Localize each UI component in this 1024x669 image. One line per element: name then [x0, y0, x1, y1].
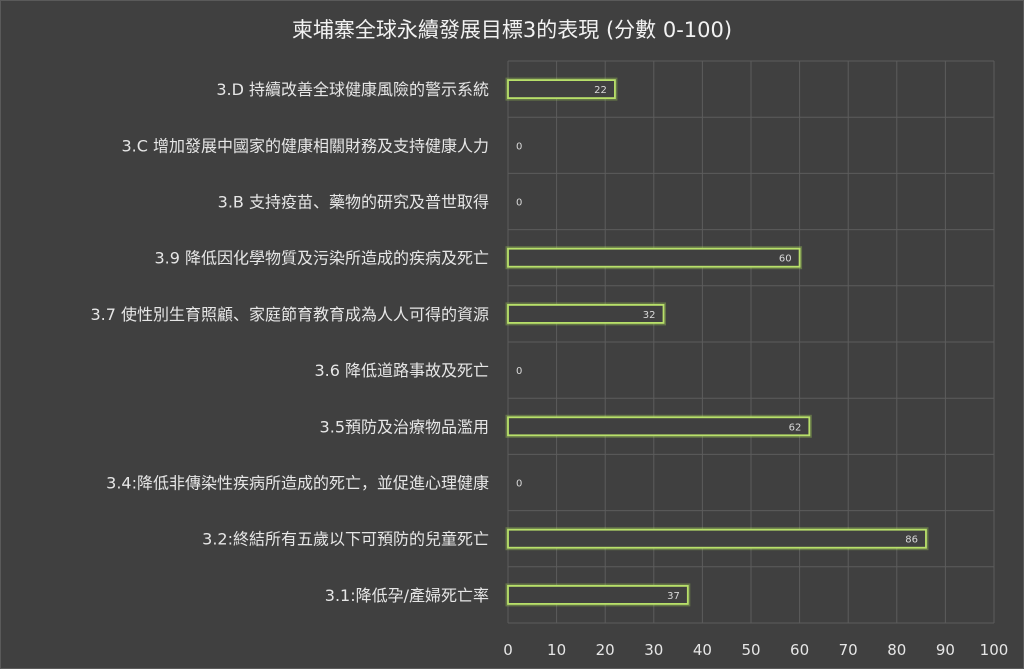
data-label: 0 [516, 141, 522, 152]
category-labels: 3.D 持續改善全球健康風險的警示系統 3.C 增加發展中國家的健康相關財務及支持… [90, 80, 489, 605]
data-label: 32 [643, 310, 656, 321]
x-tick-label: 10 [547, 641, 566, 659]
x-tick-label: 90 [936, 641, 955, 659]
data-label: 60 [779, 254, 792, 265]
data-label: 37 [667, 591, 680, 602]
category-label: 3.6 降低道路事故及死亡 [314, 361, 489, 380]
data-labels: 22 0 0 60 32 0 62 0 86 37 [516, 85, 918, 602]
category-label: 3.4:降低非傳染性疾病所造成的死亡，並促進心理健康 [106, 474, 489, 493]
category-label: 3.C 增加發展中國家的健康相關財務及支持健康人力 [121, 136, 489, 155]
category-label: 3.B 支持疫苗、藥物的研究及普世取得 [218, 193, 489, 212]
bar [507, 79, 616, 99]
category-label: 3.D 持續改善全球健康風險的警示系統 [216, 80, 489, 99]
data-label: 0 [516, 198, 522, 209]
category-label: 3.5預防及治療物品濫用 [320, 417, 489, 436]
x-tick-label: 20 [596, 641, 615, 659]
bars [505, 77, 929, 607]
bar [507, 585, 689, 605]
x-tick-label: 80 [887, 641, 906, 659]
category-label: 3.1:降低孕/產婦死亡率 [325, 586, 489, 605]
x-axis-ticks: 0 10 20 30 40 50 60 70 80 90 100 [503, 641, 1008, 659]
x-tick-label: 60 [790, 641, 809, 659]
chart-title: 柬埔寨全球永續發展目標3的表現 (分數 0-100) [292, 18, 732, 42]
data-label: 86 [905, 535, 918, 546]
data-label: 62 [789, 422, 802, 433]
category-label: 3.2:終結所有五歲以下可預防的兒童死亡 [202, 530, 489, 549]
data-label: 0 [516, 479, 522, 490]
x-tick-label: 40 [693, 641, 712, 659]
data-label: 0 [516, 366, 522, 377]
x-tick-label: 70 [839, 641, 858, 659]
category-label: 3.7 使性別生育照顧、家庭節育教育成為人人可得的資源 [90, 305, 489, 324]
category-label: 3.9 降低因化學物質及污染所造成的疾病及死亡 [154, 249, 489, 268]
data-label: 22 [594, 85, 607, 96]
x-tick-label: 0 [503, 641, 513, 659]
bar [507, 303, 665, 324]
x-tick-label: 100 [980, 641, 1009, 659]
x-tick-label: 30 [644, 641, 663, 659]
bar [507, 416, 811, 437]
bar [507, 247, 801, 268]
grid-lines [507, 60, 995, 624]
bar [507, 528, 927, 549]
x-tick-label: 50 [741, 641, 760, 659]
